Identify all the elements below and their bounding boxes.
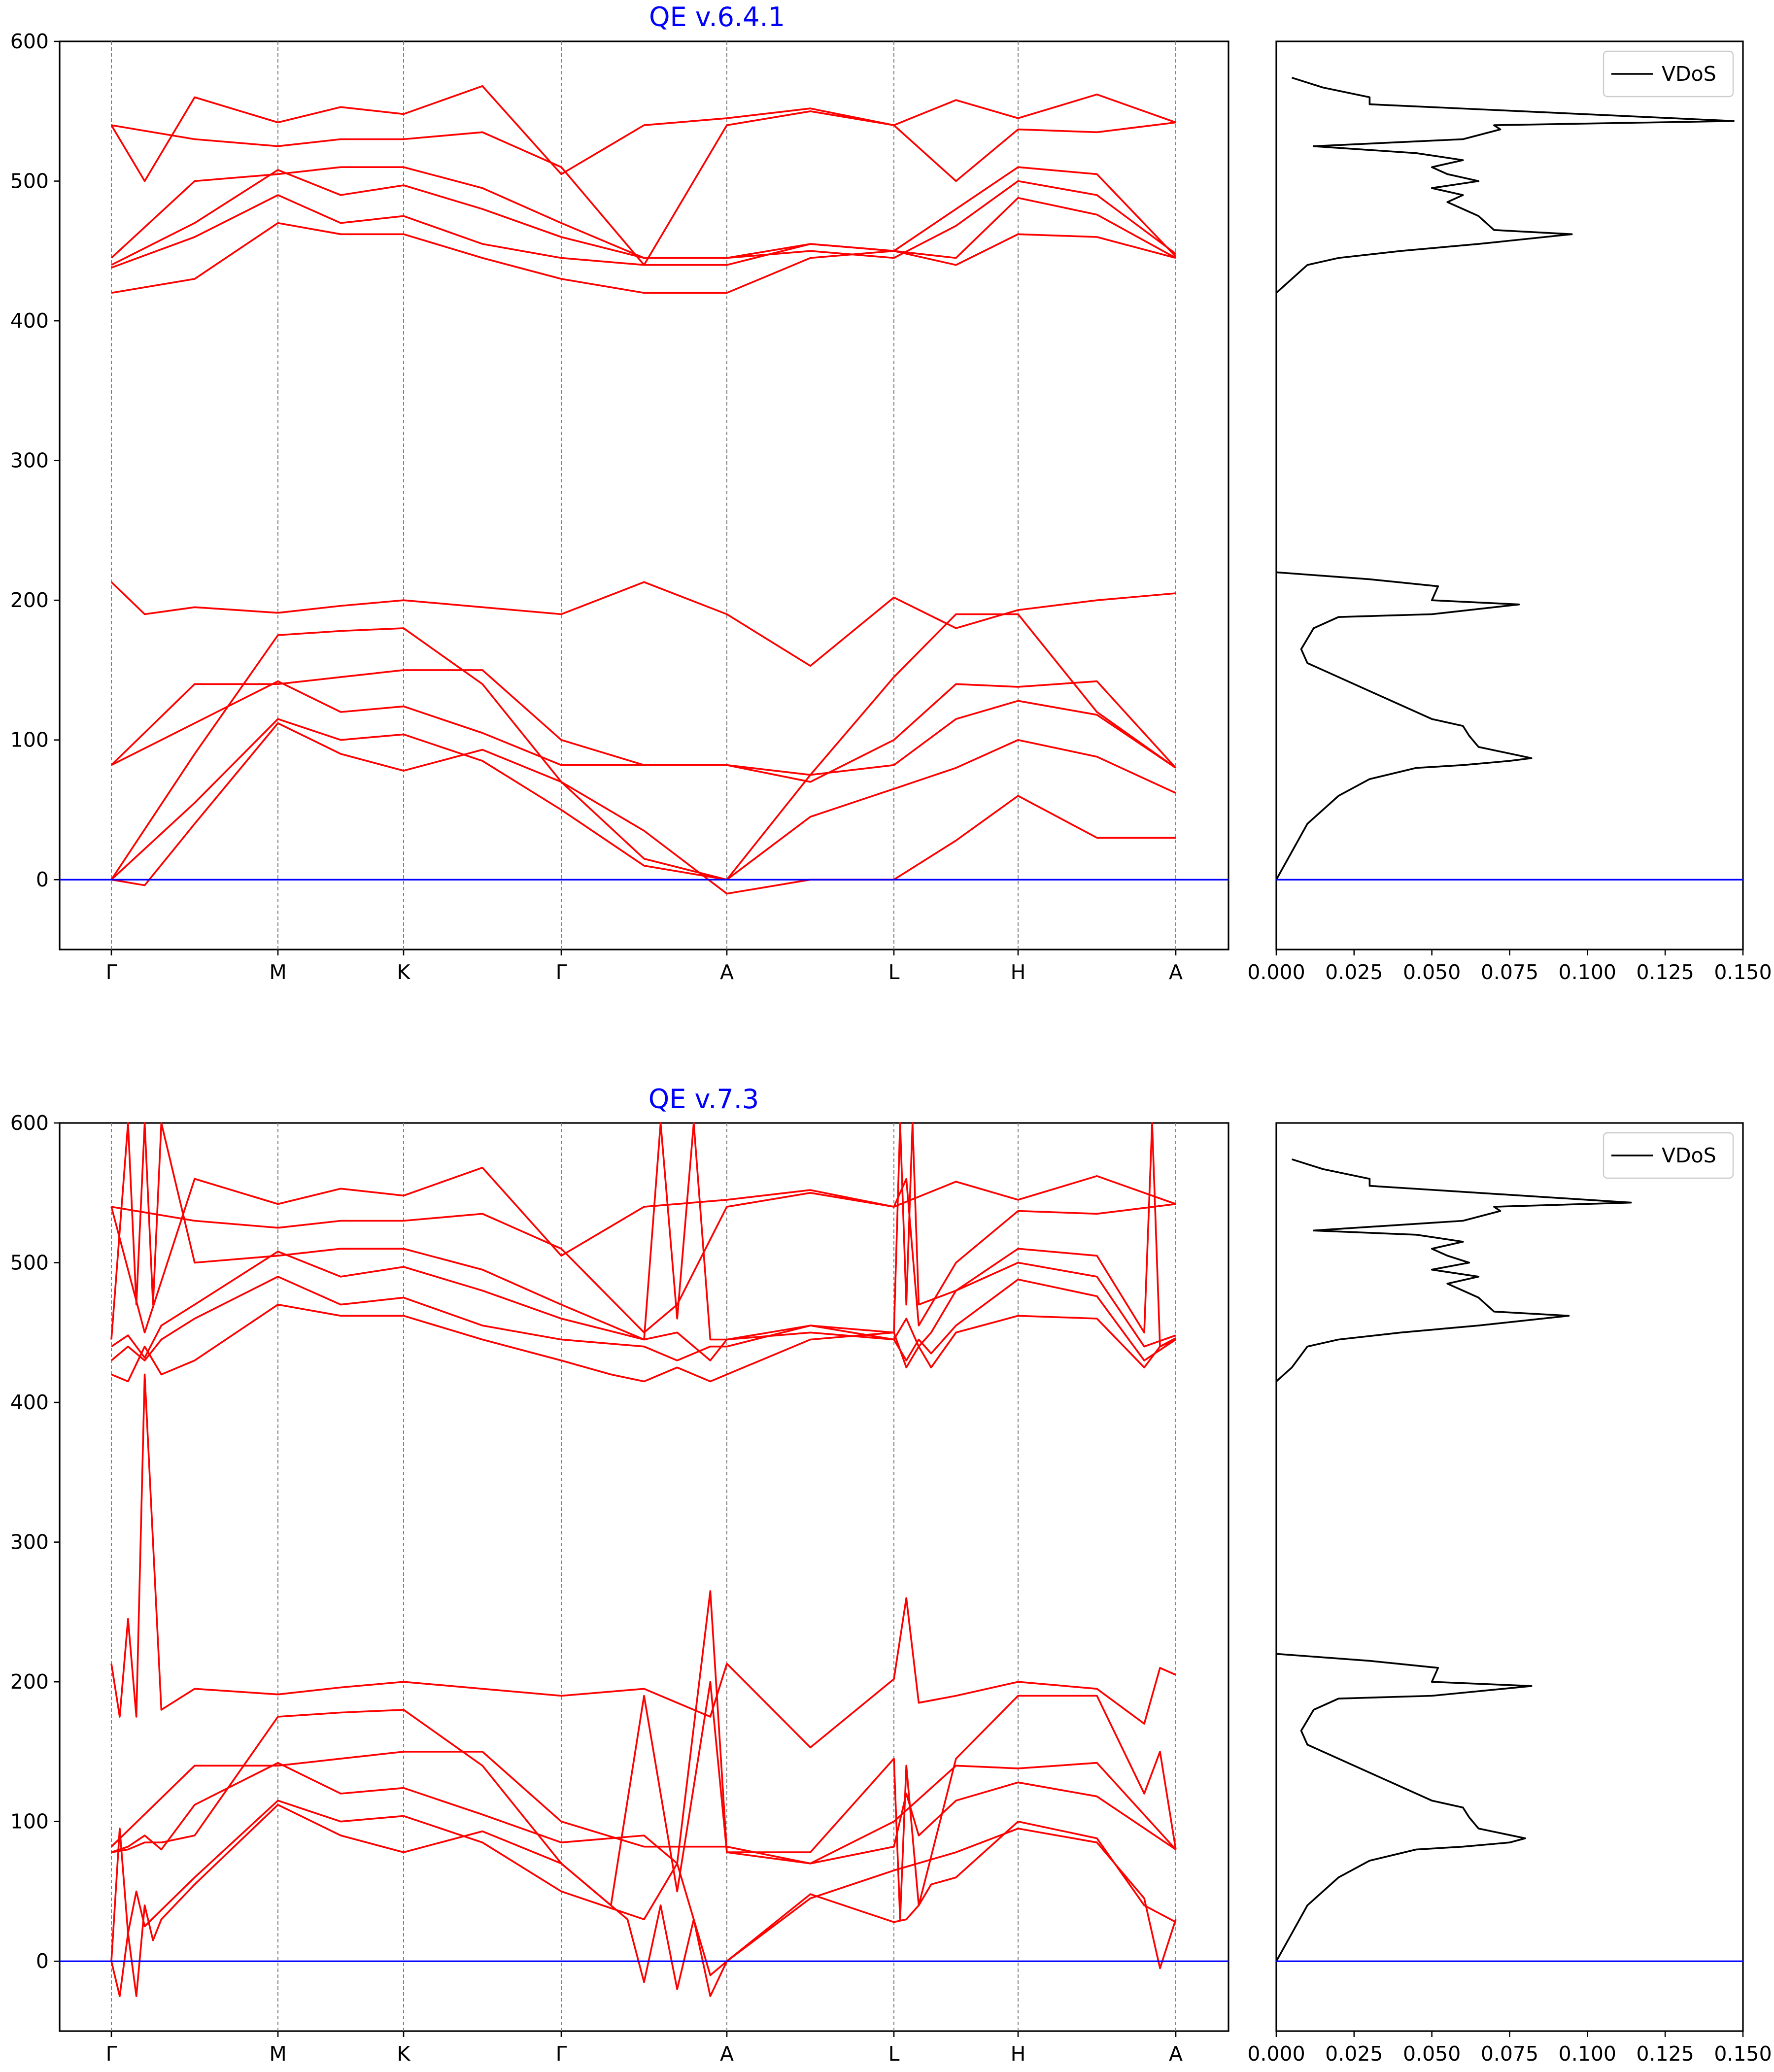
phonon-band [111, 169, 1177, 266]
legend: VDoS [1603, 50, 1734, 98]
vdos-panel-top: 0.000 0.025 0.050 0.075 0.100 0.125 0.150 VDoS [1247, 40, 1772, 984]
x-tick-label: Γ [106, 960, 117, 984]
vdos-curve [1275, 1653, 1533, 1962]
chart-title: QE v.7.3 [648, 1084, 759, 1115]
phonon-band [110, 1251, 1176, 1361]
vdos-curve [1275, 1158, 1632, 1382]
x-tick-label: A [1169, 2042, 1183, 2066]
x-tick-label: 0.150 [1714, 960, 1772, 984]
x-tick-label: Γ [556, 2042, 567, 2066]
phonon-band [110, 1122, 1176, 1348]
phonon-band [110, 1803, 1177, 1997]
y-tick-label: 600 [10, 30, 49, 53]
x-tick-label: A [720, 960, 734, 984]
phonon-band [110, 581, 1176, 667]
y-tick-label: 500 [10, 1251, 49, 1275]
phonon-band [110, 1751, 1177, 1865]
x-tick-label: A [720, 2042, 734, 2066]
vdos-panel-bottom: 0.000 0.025 0.050 0.075 0.100 0.125 0.150 VDoS [1247, 1122, 1772, 2066]
vdos-axes-frame [1275, 40, 1744, 951]
phonon-band [111, 1590, 1177, 1865]
phonon-band [110, 85, 1176, 182]
phonon-band [110, 669, 1177, 783]
phonon-band [110, 1166, 1176, 1334]
y-tick-label: 500 [10, 170, 49, 193]
vdos-curve [1275, 76, 1735, 294]
y-tick-label: 200 [10, 1670, 49, 1694]
y-tick-label: 400 [10, 309, 49, 333]
y-tick-label: 100 [10, 1810, 49, 1834]
band-axes-frame [59, 1122, 1229, 2032]
phonon-band [110, 166, 1177, 259]
x-tick-label: M [269, 2042, 286, 2066]
legend: VDoS [1603, 1132, 1734, 1179]
phonon-band [110, 718, 1176, 881]
x-tick-label: 0.025 [1325, 2042, 1383, 2066]
x-tick-label: A [1169, 960, 1183, 984]
y-tick-label: 0 [36, 868, 49, 891]
phonon-band [111, 1681, 1177, 1920]
phonon-band [111, 110, 1176, 266]
phonon-band [110, 1276, 1176, 1361]
axis-ticks: Γ M K Γ A L H A 0 100 200 300 400 500 600 [10, 1111, 1183, 2066]
axis-ticks: 0.000 0.025 0.050 0.075 0.100 0.125 0.150 [1247, 2031, 1772, 2066]
vdos-curve [1275, 571, 1533, 881]
band-lines [60, 1122, 1228, 1997]
phonon-band [111, 722, 1176, 895]
x-tick-label: H [1011, 2042, 1026, 2066]
y-tick-label: 300 [10, 1530, 49, 1554]
phonon-band [110, 613, 1177, 881]
phonon-band [111, 1178, 1176, 1334]
band-panel-top: QE v.6.4.1 Γ M K Γ A L H A 0 100 200 300 400 500 600 [10, 1, 1229, 984]
y-tick-label: 400 [10, 1391, 49, 1414]
y-tick-label: 300 [10, 449, 49, 473]
x-tick-label: 0.125 [1636, 2042, 1694, 2066]
x-tick-label: Γ [556, 960, 567, 984]
phonon-band [111, 1303, 1176, 1383]
phonon-band [110, 1800, 1176, 1976]
band-panel-bottom: QE v.7.3 Γ M K Γ A L H A 0 100 200 300 400 500 600 [10, 1084, 1229, 2066]
x-tick-label: 0.000 [1247, 960, 1305, 984]
vdos-lines [1275, 76, 1743, 881]
x-tick-label: K [397, 2042, 411, 2066]
y-tick-label: 600 [10, 1111, 49, 1135]
x-tick-label: K [397, 960, 411, 984]
axis-ticks: Γ M K Γ A L H A 0 100 200 300 400 500 600 [10, 30, 1183, 984]
axis-ticks: 0.000 0.025 0.050 0.075 0.100 0.125 0.150 [1247, 950, 1772, 984]
phonon-band [111, 680, 1177, 776]
phonon-band [111, 222, 1176, 294]
x-tick-label: 0.075 [1481, 2042, 1538, 2066]
x-tick-label: 0.075 [1481, 960, 1538, 984]
band-axes-frame [59, 40, 1229, 951]
legend-box [1603, 50, 1734, 98]
x-tick-label: 0.050 [1403, 960, 1461, 984]
vdos-axes-frame [1275, 1122, 1744, 2032]
legend-label: VDoS [1662, 62, 1716, 86]
x-tick-label: 0.100 [1559, 960, 1616, 984]
x-tick-label: 0.150 [1714, 2042, 1772, 2066]
chart-title: QE v.6.4.1 [649, 1, 785, 33]
legend-box [1603, 1132, 1734, 1179]
y-tick-label: 100 [10, 728, 49, 752]
grid-lines [111, 41, 1176, 950]
x-tick-label: M [269, 960, 286, 984]
y-tick-label: 200 [10, 588, 49, 612]
y-tick-label: 0 [36, 1949, 49, 1973]
legend-label: VDoS [1662, 1144, 1716, 1167]
x-tick-label: H [1011, 960, 1026, 984]
vdos-lines [1275, 1158, 1743, 1962]
x-tick-label: 0.100 [1559, 2042, 1616, 2066]
x-tick-label: Γ [106, 2042, 117, 2066]
x-tick-label: 0.025 [1325, 960, 1383, 984]
x-tick-label: 0.050 [1403, 2042, 1461, 2066]
band-lines [60, 85, 1228, 895]
x-tick-label: 0.000 [1247, 2042, 1305, 2066]
phonon-band [110, 1373, 1176, 1749]
grid-lines [111, 1123, 1176, 2031]
x-tick-label: L [888, 2042, 900, 2066]
x-tick-label: 0.125 [1636, 960, 1694, 984]
x-tick-label: L [888, 960, 900, 984]
